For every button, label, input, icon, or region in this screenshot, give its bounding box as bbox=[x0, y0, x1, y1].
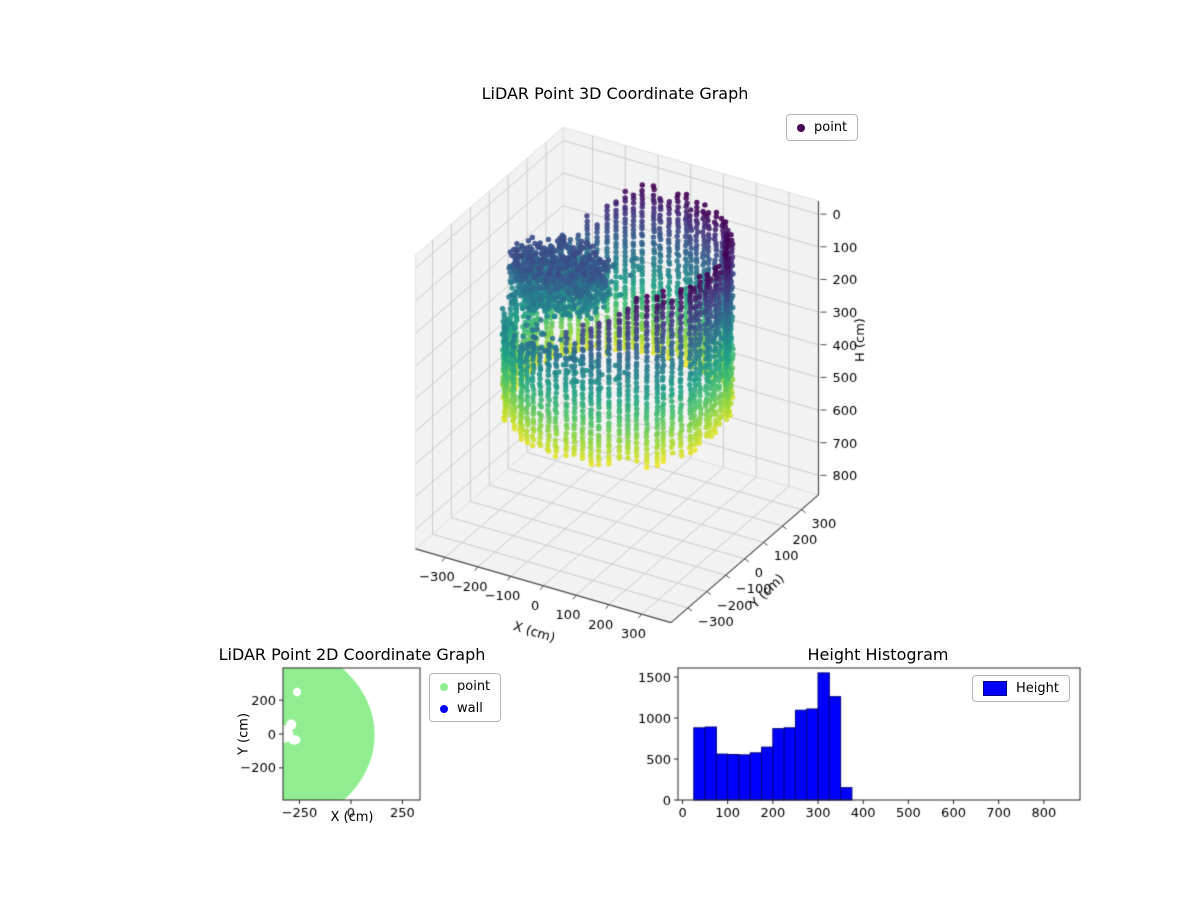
legend-label-height: Height bbox=[1016, 681, 1059, 696]
legend-label-wall-2d: wall bbox=[457, 701, 483, 716]
point-marker-swatch bbox=[440, 682, 448, 691]
histogram-legend: Height bbox=[972, 675, 1070, 702]
histogram-title: Height Histogram bbox=[807, 645, 949, 664]
plot3d-legend: point bbox=[786, 114, 859, 141]
legend-item-point-2d: point bbox=[440, 679, 490, 694]
wall-marker-swatch bbox=[440, 704, 448, 713]
plot2d-legend: point wall bbox=[429, 673, 502, 722]
point-marker-swatch bbox=[797, 123, 805, 132]
legend-item-wall-2d: wall bbox=[440, 701, 490, 716]
plot2d-title: LiDAR Point 2D Coordinate Graph bbox=[218, 645, 486, 664]
legend-label-point-3d: point bbox=[814, 120, 848, 135]
plot3d-title: LiDAR Point 3D Coordinate Graph bbox=[481, 84, 749, 103]
plot2d-xaxis-label: X (cm) bbox=[330, 810, 374, 825]
legend-label-point-2d: point bbox=[457, 679, 491, 694]
plot2d-yaxis-label: Y (cm) bbox=[236, 712, 252, 756]
legend-item-point-3d: point bbox=[797, 120, 847, 135]
legend-item-height: Height bbox=[983, 681, 1059, 696]
height-bar-swatch bbox=[983, 681, 1007, 696]
